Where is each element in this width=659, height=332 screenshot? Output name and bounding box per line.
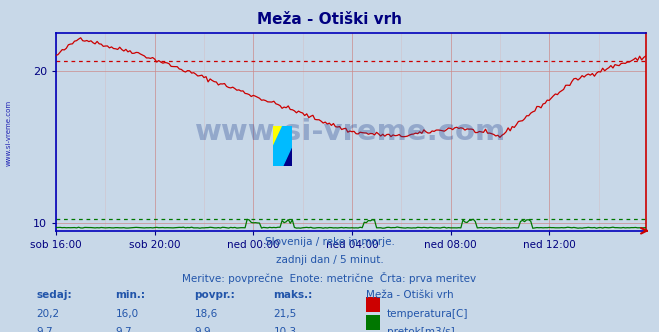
Text: temperatura[C]: temperatura[C] (387, 309, 469, 319)
Text: pretok[m3/s]: pretok[m3/s] (387, 327, 455, 332)
Text: Meža - Otiški vrh: Meža - Otiški vrh (257, 12, 402, 27)
Text: www.si-vreme.com: www.si-vreme.com (195, 118, 507, 146)
Text: zadnji dan / 5 minut.: zadnji dan / 5 minut. (275, 255, 384, 265)
Text: Slovenija / reke in morje.: Slovenija / reke in morje. (264, 237, 395, 247)
Bar (273, 146, 283, 166)
Text: 9,7: 9,7 (115, 327, 132, 332)
Text: 20,2: 20,2 (36, 309, 59, 319)
Text: povpr.:: povpr.: (194, 290, 235, 300)
Text: 21,5: 21,5 (273, 309, 297, 319)
Text: 9,9: 9,9 (194, 327, 211, 332)
Text: 16,0: 16,0 (115, 309, 138, 319)
Bar (283, 126, 292, 146)
Text: sedaj:: sedaj: (36, 290, 72, 300)
Text: www.si-vreme.com: www.si-vreme.com (5, 100, 11, 166)
Text: 18,6: 18,6 (194, 309, 217, 319)
Text: maks.:: maks.: (273, 290, 313, 300)
Text: 10,3: 10,3 (273, 327, 297, 332)
Bar (283, 146, 292, 166)
Polygon shape (273, 126, 292, 166)
Text: min.:: min.: (115, 290, 146, 300)
Text: Meritve: povprečne  Enote: metrične  Črta: prva meritev: Meritve: povprečne Enote: metrične Črta:… (183, 272, 476, 284)
Text: 9,7: 9,7 (36, 327, 53, 332)
Bar (273, 126, 283, 146)
Text: Meža - Otiški vrh: Meža - Otiški vrh (366, 290, 453, 300)
